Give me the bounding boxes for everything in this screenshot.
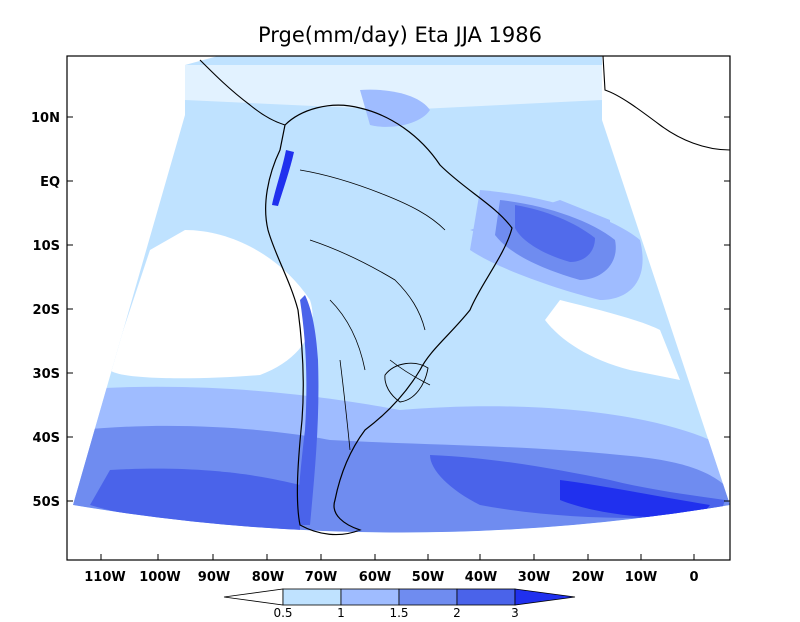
lon-label-70w: 70W (305, 570, 337, 585)
lon-label-50w: 50W (412, 570, 444, 585)
colorbar-segment-below-0-5 (223, 588, 284, 606)
colorbar-segment-above-3 (514, 588, 576, 606)
lat-label-30s: 30S (33, 367, 60, 382)
coastlines (199, 56, 730, 536)
colorbar-label-3: 3 (511, 606, 519, 618)
plume-strong (515, 205, 595, 262)
colorbar: 0.5 1 1.5 2 3 (223, 588, 576, 620)
border-line (299, 169, 446, 231)
latitude-axis: 10N EQ 10S 20S 30S 40S 50S (31, 111, 730, 510)
border-line (309, 239, 426, 331)
dry-region-pacific (110, 230, 313, 379)
border-line (339, 359, 351, 451)
africa-coast (602, 56, 730, 151)
lon-label-20w: 20W (572, 570, 604, 585)
lat-label-eq: EQ (40, 175, 60, 190)
colorbar-label-1: 1 (337, 606, 345, 618)
colorbar-segment-1-1-5 (340, 588, 400, 606)
lat-label-10s: 10S (33, 239, 60, 254)
lon-label-100w: 100W (139, 570, 180, 585)
lat-label-40s: 40S (33, 431, 60, 446)
lon-label-0: 0 (689, 570, 698, 585)
plot-frame (66, 55, 731, 561)
colorbar-segment-1-5-2 (398, 588, 458, 606)
lat-label-20s: 20S (33, 303, 60, 318)
colombia-andes-precip (272, 150, 294, 206)
dry-region-north (185, 65, 602, 110)
caribbean-patch (360, 89, 430, 127)
lon-label-30w: 30W (518, 570, 550, 585)
central-america-coast (199, 59, 286, 126)
map-title: Prge(mm/day) Eta JJA 1986 (258, 23, 542, 47)
lon-label-40w: 40W (465, 570, 497, 585)
storm-track-deep (560, 480, 710, 519)
south-america-coast (265, 104, 513, 536)
lat-label-50s: 50S (33, 495, 60, 510)
colorbar-segment-2-3 (456, 588, 516, 606)
longitude-axis: 110W 100W 90W 80W 70W 60W 50W 40W 30W 20… (84, 554, 699, 585)
colorbar-label-0-5: 0.5 (273, 606, 292, 618)
uruguay-outline (384, 362, 429, 403)
border-line (329, 299, 366, 371)
lat-label-10n: 10N (31, 111, 60, 126)
colorbar-label-1-5: 1.5 (389, 606, 408, 618)
lon-label-60w: 60W (359, 570, 391, 585)
lon-label-90w: 90W (198, 570, 230, 585)
lon-label-110w: 110W (84, 570, 125, 585)
andes-precip-band (295, 295, 319, 525)
lon-label-10w: 10W (625, 570, 657, 585)
lon-label-80w: 80W (252, 570, 284, 585)
colorbar-label-2: 2 (453, 606, 461, 618)
storm-track-strong-west (90, 468, 300, 530)
border-line (389, 359, 431, 386)
colorbar-segment-0-5-1 (282, 588, 342, 606)
dry-region-atlantic (545, 300, 680, 380)
